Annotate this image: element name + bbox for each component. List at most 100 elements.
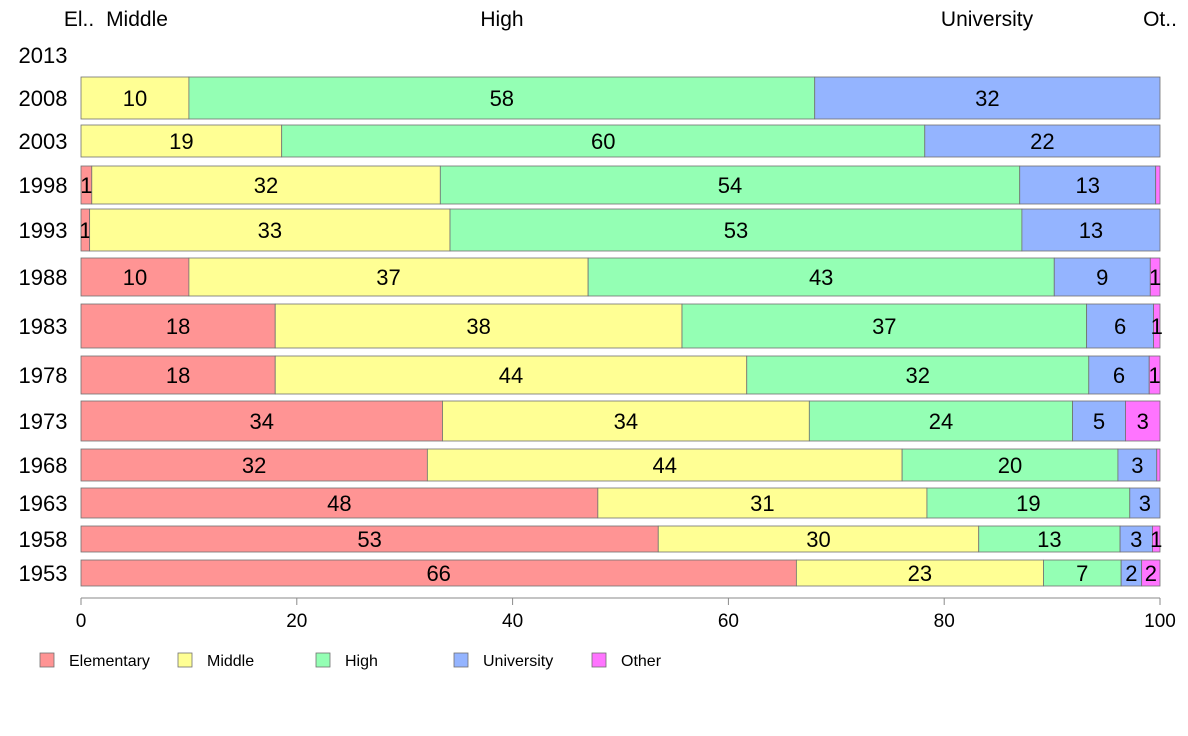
bar-segment [89,208,451,252]
bar-segment [1141,559,1161,587]
data-label: 7 [1076,561,1088,586]
data-label: 23 [908,561,932,586]
data-label: 2 [1145,561,1157,586]
bar-segment [80,525,659,553]
legend-swatch [591,652,607,668]
bar-segment [1148,355,1161,395]
bar-segment [1153,303,1161,349]
y-tick-label: 2008 [19,86,68,111]
legend: Elementary Middle High University Other [39,652,662,670]
bar-segment [449,208,1023,252]
data-label: 9 [1096,265,1108,290]
bar-segment [80,76,190,120]
bar-segment [978,525,1121,553]
bar-segment [80,559,797,587]
y-tick-label: 1983 [19,314,68,339]
bar-segment [587,257,1055,297]
data-label: 1 [80,173,92,198]
bar-segment [1043,559,1122,587]
y-tick-label: 1988 [19,265,68,290]
bar-segment [1072,400,1126,442]
data-label: 1 [1151,314,1163,339]
data-label: 33 [258,218,282,243]
bar-segment [274,355,748,395]
bar-segment [814,76,1161,120]
x-tick-label: 60 [718,611,739,632]
x-axis: 0 20 40 60 80 100 [76,597,1176,632]
data-label: 6 [1114,314,1126,339]
bar-segment [901,448,1119,482]
legend-swatch [39,652,55,668]
bar-segment [926,487,1131,519]
bar-segment [746,355,1090,395]
bars: 66 23 7 2 253 30 13 3 148 31 19 332 44 20 334 34 24 5 318 4… [79,76,1163,587]
top-label: Ot.. [1143,8,1177,31]
data-label: 3 [1131,453,1143,478]
top-labels: El.. Middle High University Ot.. [64,8,1177,31]
bar-segment [80,355,276,395]
data-label: 58 [490,86,514,111]
top-label: El.. [64,8,94,31]
bar-segment [1125,400,1161,442]
data-label: 10 [123,265,147,290]
data-label: 1 [1148,363,1160,388]
data-label: 38 [466,314,490,339]
data-label: 66 [426,561,450,586]
data-label: 19 [1016,491,1040,516]
data-label: 30 [806,527,830,552]
legend-label: Elementary [69,653,150,670]
x-tick-label: 20 [286,611,307,632]
data-label: 44 [499,363,523,388]
data-label: 32 [254,173,278,198]
data-label: 44 [652,453,676,478]
bar-segment [1119,525,1153,553]
y-tick-label: 1958 [19,527,68,552]
legend-swatch [177,652,193,668]
bar-segment [924,124,1161,158]
legend-label: Middle [207,653,254,670]
bar-segment [80,400,443,442]
top-label: High [480,8,523,31]
bar-segment [1129,487,1161,519]
data-label: 53 [357,527,381,552]
bar-segment [80,448,428,482]
bar-segment [426,448,903,482]
x-tick-label: 0 [76,611,87,632]
legend-swatch [453,652,469,668]
data-label: 1 [1150,527,1162,552]
data-label: 5 [1093,409,1105,434]
x-tick-label: 80 [934,611,955,632]
top-label: Middle [106,8,168,31]
y-tick-label: 2003 [19,129,68,154]
top-label: University [941,8,1034,31]
data-label: 1 [79,218,91,243]
y-tick-label: 1998 [19,173,68,198]
data-label: 10 [123,86,147,111]
data-label: 3 [1137,409,1149,434]
bar-segment [808,400,1074,442]
data-label: 60 [591,129,615,154]
bar-segment [1156,448,1161,482]
legend-label: Other [621,653,662,670]
bar-segment [1152,525,1161,553]
data-label: 2 [1125,561,1137,586]
data-label: 37 [872,314,896,339]
x-tick-label: 40 [502,611,523,632]
bar-segment [1053,257,1151,297]
x-tick-label: 100 [1144,611,1176,632]
bar-segment [795,559,1044,587]
data-label: 1 [1149,265,1161,290]
data-label: 19 [169,129,193,154]
legend-label: University [483,653,553,670]
data-label: 18 [166,363,190,388]
data-label: 32 [906,363,930,388]
bar-segment [442,400,810,442]
data-label: 20 [998,453,1022,478]
bar-segment [188,257,589,297]
bar-segment [281,124,926,158]
bar-segment [1149,257,1161,297]
data-label: 37 [376,265,400,290]
data-label: 31 [750,491,774,516]
legend-swatch [315,652,331,668]
data-label: 53 [724,218,748,243]
